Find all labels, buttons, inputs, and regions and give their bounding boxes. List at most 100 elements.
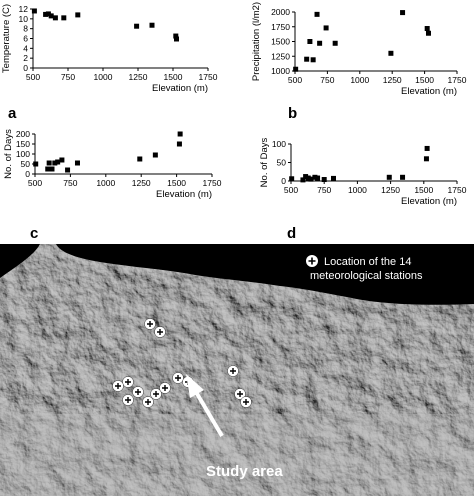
data-point xyxy=(134,23,140,29)
y-tick-label: 1250 xyxy=(271,51,290,61)
data-point xyxy=(400,10,406,16)
x-axis-label: Elevation (m) xyxy=(156,189,212,200)
station-marker xyxy=(150,388,162,400)
x-tick-label: 1250 xyxy=(381,185,400,195)
data-point xyxy=(424,145,430,151)
x-tick-label: 1000 xyxy=(94,72,113,82)
data-point xyxy=(137,156,143,162)
panel-letter-d: d xyxy=(287,225,296,242)
lowland-shade xyxy=(0,414,474,496)
data-point xyxy=(49,166,55,172)
station-marker xyxy=(142,396,154,408)
plot-area: 500 750 1000 1250 1500 1750 1000 1250 1500 1750 20… xyxy=(251,2,467,97)
legend-text-2: meteorological stations xyxy=(310,270,423,282)
x-axis-label: Elevation (m) xyxy=(401,196,457,207)
data-point xyxy=(31,8,37,14)
data-point xyxy=(425,30,431,36)
data-point xyxy=(310,57,316,63)
x-tick-label: 1500 xyxy=(415,75,434,85)
y-axis-label: Precipitation (l/m2) xyxy=(251,2,262,81)
station-marker xyxy=(122,376,134,388)
data-point xyxy=(400,174,406,180)
data-point xyxy=(330,175,336,181)
data-point xyxy=(332,40,338,46)
data-point xyxy=(43,11,49,17)
x-tick-label: 1750 xyxy=(448,185,467,195)
data-point xyxy=(74,160,80,166)
station-marker xyxy=(240,396,252,408)
panel-letter-b: b xyxy=(288,105,297,122)
x-tick-label: 1750 xyxy=(203,178,222,188)
panel-d-chart: 500 750 1000 1250 1500 1750 0 50 100 Elevation (m… xyxy=(259,137,467,242)
x-tick-label: 500 xyxy=(284,185,298,195)
data-point xyxy=(46,160,52,166)
x-tick-label: 1500 xyxy=(414,185,433,195)
data-point xyxy=(303,174,309,180)
data-point xyxy=(307,39,313,44)
plot-area: 500 750 1000 1250 1500 1750 0 50 100 Elevation (m… xyxy=(259,137,467,207)
station-marker xyxy=(172,372,184,384)
study-area-label: Study area xyxy=(206,463,283,480)
x-tick-label: 750 xyxy=(317,185,331,195)
x-tick-label: 1000 xyxy=(96,178,115,188)
y-tick-label: 6 xyxy=(23,34,28,44)
station-marker xyxy=(234,388,246,400)
relief-map: Location of the 14 meteorological statio… xyxy=(0,244,474,496)
data-point xyxy=(321,177,327,183)
panel-b-chart: 500 750 1000 1250 1500 1750 1000 1250 1500 1750 20… xyxy=(251,2,467,122)
x-tick-label: 500 xyxy=(28,178,42,188)
panel-letter-a: a xyxy=(8,105,17,122)
x-tick-label: 1500 xyxy=(164,72,183,82)
station-marker xyxy=(132,386,144,398)
data-point xyxy=(305,175,311,181)
x-tick-label: 1250 xyxy=(132,178,151,188)
y-tick-label: 150 xyxy=(16,139,30,149)
data-point xyxy=(55,159,61,165)
data-point xyxy=(177,131,183,137)
x-tick-label: 1750 xyxy=(448,75,467,85)
station-marker xyxy=(154,326,166,338)
y-tick-label: 100 xyxy=(16,149,30,159)
panel-letter-c: c xyxy=(30,225,38,242)
y-tick-label: 1000 xyxy=(271,66,290,76)
data-point xyxy=(315,175,321,181)
y-tick-label: 4 xyxy=(23,43,28,53)
y-axis-label: Temperature (C) xyxy=(1,4,12,73)
y-tick-label: 10 xyxy=(19,14,29,24)
x-tick-label: 1750 xyxy=(199,72,218,82)
y-tick-label: 200 xyxy=(16,129,30,139)
station-marker xyxy=(227,365,239,377)
study-area-arrow xyxy=(186,374,224,438)
data-point xyxy=(33,161,39,167)
y-tick-label: 0 xyxy=(281,176,286,186)
x-tick-label: 1250 xyxy=(383,75,402,85)
y-axis-label: No. of Days xyxy=(259,137,270,187)
data-point xyxy=(304,56,310,62)
data-point xyxy=(323,25,329,31)
data-point xyxy=(152,152,158,158)
data-point xyxy=(75,12,81,18)
legend-text-1: Location of the 14 xyxy=(324,256,411,268)
y-axis-label: No. of Days xyxy=(3,129,14,179)
x-axis-label: Elevation (m) xyxy=(152,83,208,94)
y-tick-label: 1500 xyxy=(271,37,290,47)
x-tick-label: 1250 xyxy=(129,72,148,82)
data-point xyxy=(45,11,51,17)
y-tick-label: 1750 xyxy=(271,22,290,32)
data-point xyxy=(52,160,58,166)
data-point xyxy=(48,13,54,19)
data-point xyxy=(300,177,306,183)
x-tick-label: 500 xyxy=(26,72,40,82)
y-tick-label: 0 xyxy=(23,63,28,73)
data-point xyxy=(176,141,182,147)
data-point xyxy=(308,176,314,182)
y-tick-label: 50 xyxy=(277,158,287,168)
station-marker xyxy=(112,380,124,392)
y-tick-label: 12 xyxy=(19,4,29,14)
y-tick-label: 0 xyxy=(25,169,30,179)
data-point xyxy=(173,33,179,39)
